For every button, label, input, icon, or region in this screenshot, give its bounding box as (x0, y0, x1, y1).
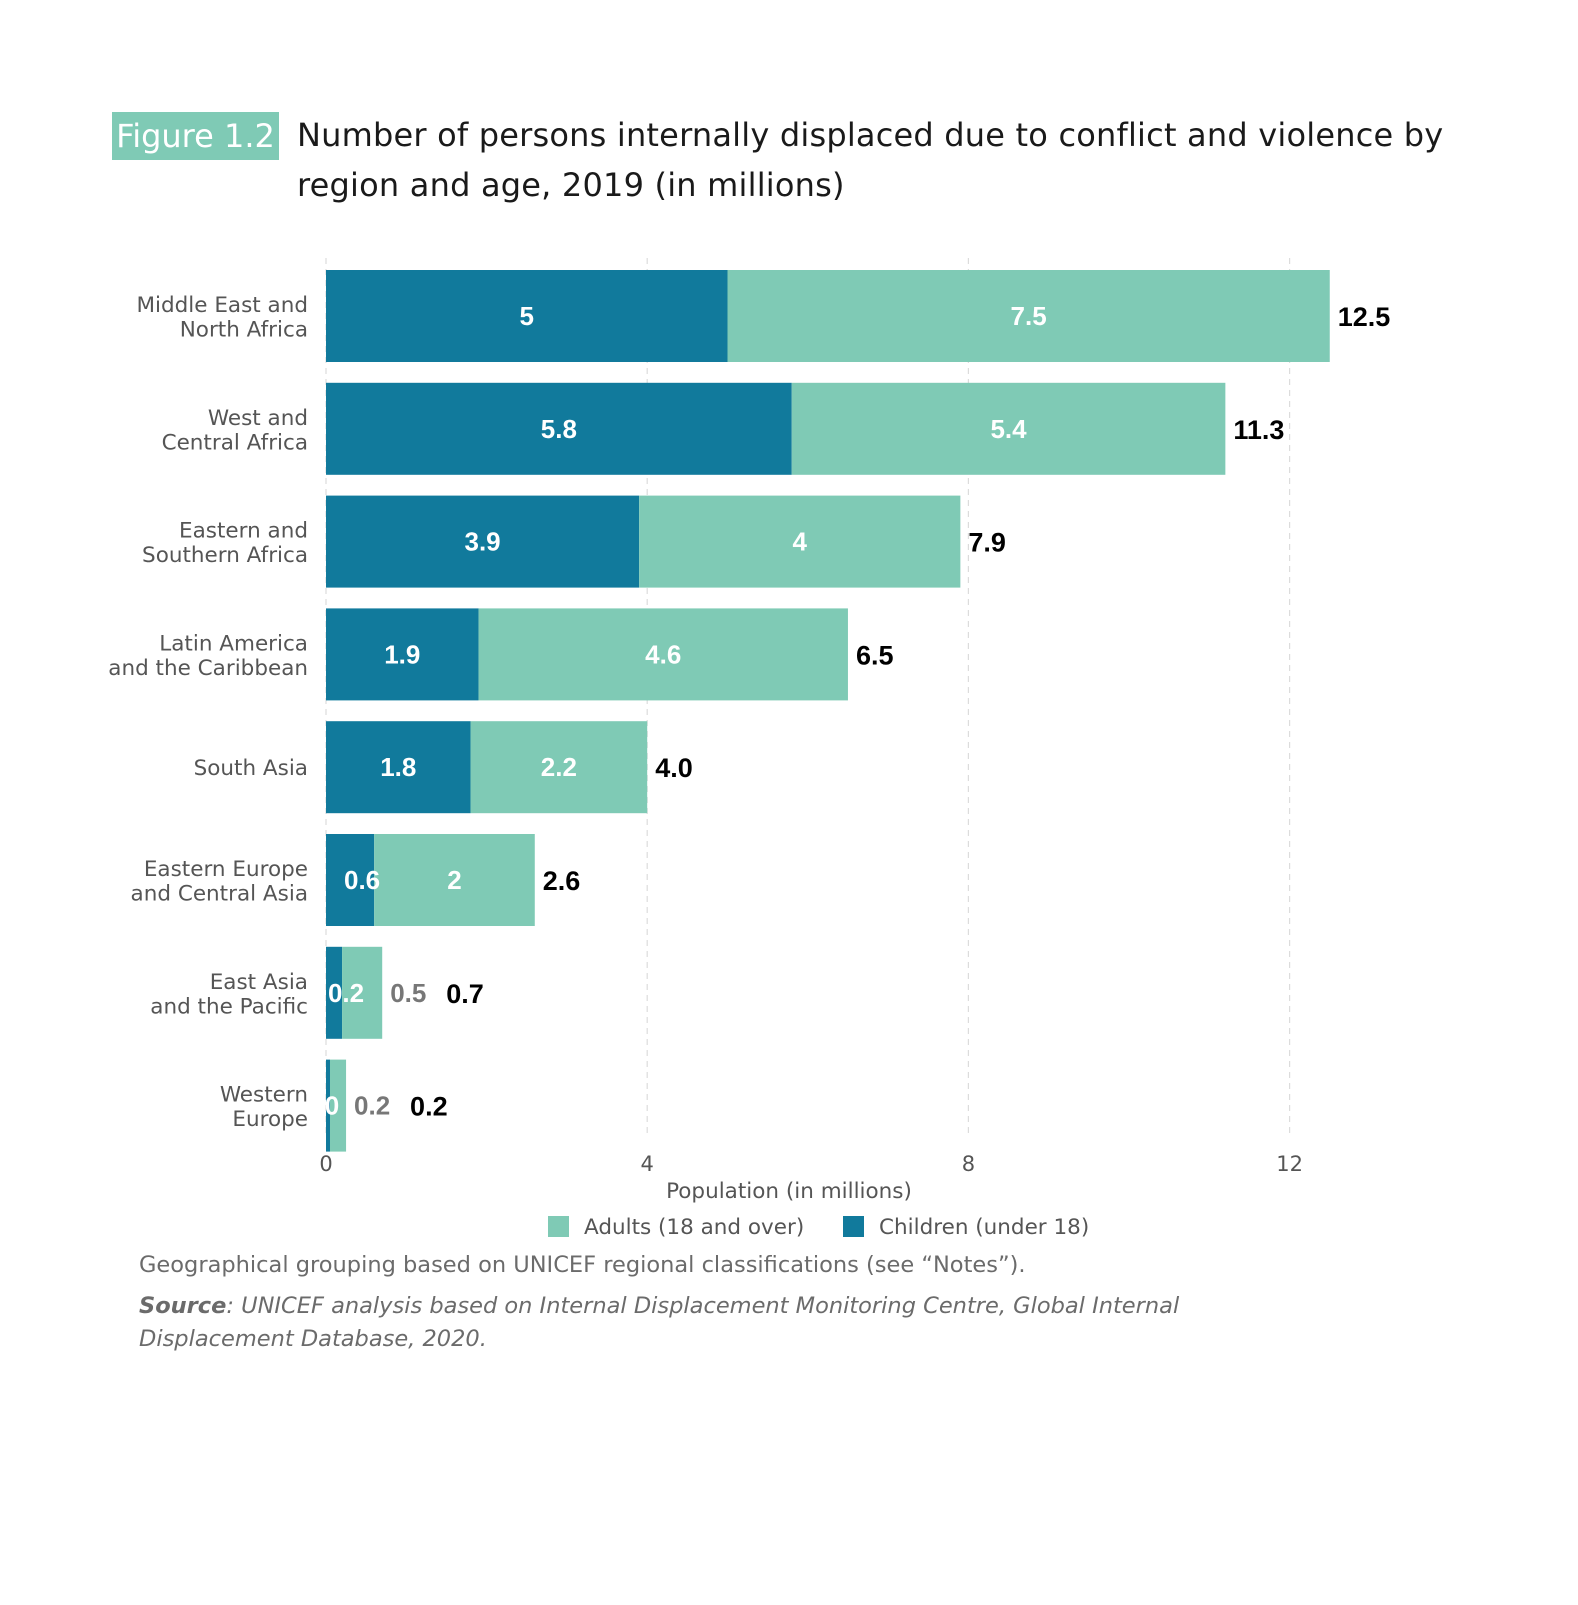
bar-adults (478, 608, 848, 701)
category-label-line: Central Africa (162, 430, 308, 455)
category-label: West and Central Africa (162, 406, 308, 456)
category-label-line: Middle East and (136, 293, 308, 318)
legend-swatch (843, 1216, 864, 1237)
bar-adults (791, 382, 1226, 475)
category-label-line: East Asia (210, 970, 308, 995)
bars (326, 270, 1330, 1152)
chart-title: Number of persons internally displaced d… (297, 116, 1444, 204)
segment-label-adults: 5.4 (990, 414, 1027, 444)
total-label: 7.9 (968, 528, 1006, 558)
source-note: Source: UNICEF analysis based on Interna… (139, 1290, 1339, 1356)
category-label-line: Latin America (159, 631, 308, 656)
total-label: 11.3 (1233, 415, 1284, 445)
category-label-line: Eastern Europe (144, 857, 308, 882)
category-label-line: Southern Africa (142, 543, 308, 568)
legend-label: Children (under 18) (879, 1215, 1089, 1240)
segment-label-adults: 2 (447, 865, 461, 895)
bar-adults (470, 721, 648, 814)
legend: Adults (18 and over) Children (under 18) (548, 1215, 1089, 1240)
category-label: Eastern Europe and Central Asia (131, 857, 308, 907)
legend-swatch (548, 1216, 569, 1237)
bar-adults (330, 1059, 347, 1152)
category-label-line: Europe (232, 1107, 308, 1132)
category-label-line: and Central Asia (131, 882, 308, 907)
bar-adults (342, 946, 383, 1039)
category-label: Middle East and North Africa (136, 293, 308, 343)
segment-label-adults: 2.2 (541, 752, 577, 782)
category-label-line: Western (220, 1083, 308, 1108)
segment-label-children: 5 (520, 301, 534, 331)
figure-badge: Figure 1.2 (112, 112, 279, 160)
segment-label-children: 5.8 (541, 414, 577, 444)
bar-children (326, 495, 640, 588)
bar-adults (639, 495, 961, 588)
x-tick-label: 12 (1276, 1152, 1303, 1176)
x-axis-title: Population (in millions) (666, 1179, 912, 1204)
category-label: East Asia and the Pacific (150, 970, 308, 1020)
category-label-line: and the Caribbean (108, 656, 308, 681)
bar-children (326, 721, 471, 814)
total-label: 0.2 (410, 1092, 448, 1122)
bar-adults (727, 270, 1330, 362)
category-label: Latin America and the Caribbean (108, 631, 308, 681)
segment-label-children: 0 (325, 1091, 339, 1121)
total-label: 12.5 (1338, 302, 1391, 332)
stacked-bar-chart: 5 7.5 12.5 5.8 5.4 11.3 3.9 4 7.9 1.9 4.6 6.5 1.8 2.2… (108, 258, 1391, 1240)
category-label-line: North Africa (180, 318, 308, 343)
bar-labels: 5 7.5 12.5 5.8 5.4 11.3 3.9 4 7.9 1.9 4.6 6.5 1.8 2.2… (325, 301, 1391, 1122)
bar-children (326, 270, 728, 362)
segment-label-adults: 7.5 (1011, 301, 1047, 331)
bar-children (326, 608, 479, 701)
bar-adults (374, 834, 535, 926)
source-label: Source (139, 1293, 227, 1319)
segment-label-children: 0.2 (328, 978, 364, 1008)
segment-label-children: 1.9 (384, 639, 420, 669)
total-label: 2.6 (543, 866, 581, 896)
total-label: 6.5 (856, 640, 894, 670)
category-label-line: and the Pacific (150, 994, 308, 1019)
category-label-line: South Asia (194, 756, 308, 781)
x-tick-label: 8 (962, 1152, 975, 1176)
bar-children (326, 382, 792, 475)
bar-children (326, 834, 375, 926)
total-label: 0.7 (446, 979, 484, 1009)
category-label: South Asia (194, 756, 308, 781)
total-label: 4.0 (655, 753, 693, 783)
x-tick-label: 4 (641, 1152, 654, 1176)
category-label-line: Eastern and (179, 519, 308, 544)
footnote: Geographical grouping based on UNICEF re… (139, 1252, 1026, 1278)
category-axis: Middle East and North Africa West and Centr… (108, 293, 308, 1132)
category-label: Western Europe (220, 1083, 308, 1133)
segment-label-adults: 4 (793, 527, 808, 557)
segment-label-children: 1.8 (380, 752, 416, 782)
bar-children (326, 1059, 330, 1152)
segment-label-adults: 0.5 (390, 978, 426, 1008)
segment-label-children: 0.6 (344, 865, 380, 895)
category-label-line: West and (208, 406, 308, 431)
x-tick-label: 0 (319, 1152, 332, 1176)
category-label: Eastern and Southern Africa (142, 519, 308, 569)
value-axis: 0 4 8 12 (319, 1152, 1303, 1176)
legend-label: Adults (18 and over) (584, 1215, 804, 1240)
segment-label-children: 3.9 (465, 527, 501, 557)
segment-label-adults: 0.2 (354, 1091, 390, 1121)
segment-label-adults: 4.6 (645, 639, 681, 669)
bar-children (326, 946, 343, 1039)
source-text: : UNICEF analysis based on Internal Disp… (139, 1293, 1180, 1352)
